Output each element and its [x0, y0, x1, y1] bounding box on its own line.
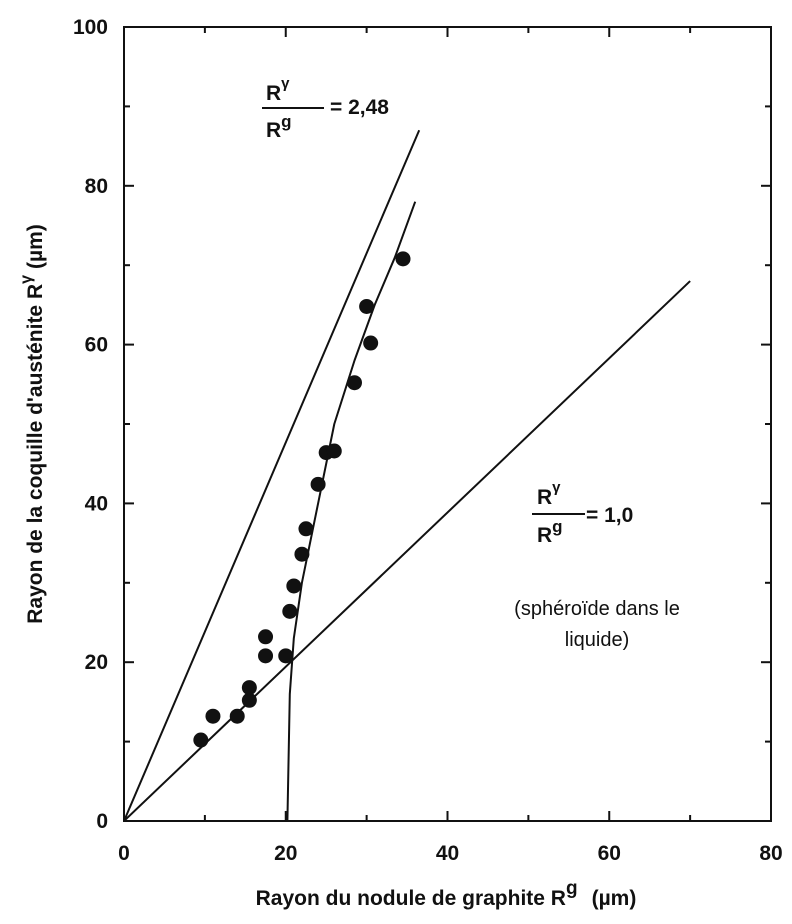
annotation-ratio-low: Rγ Rg = 1,0: [532, 479, 633, 547]
x-axis-label-text: Rayon du nodule de graphite R: [256, 887, 566, 910]
data-point: [282, 603, 298, 619]
reference-line-2: [123, 280, 691, 822]
annot-low-value: = 1,0: [586, 504, 633, 527]
x-axis-label-sup: g: [566, 878, 578, 899]
x-tick-label: 40: [436, 842, 459, 865]
annot-low-num-sup: γ: [552, 479, 561, 496]
data-point: [229, 708, 245, 724]
y-tick-label: 0: [96, 810, 108, 833]
annotation-ratio-high: Rγ Rg = 2,48: [262, 75, 389, 142]
y-axis-label-unit: (µm): [24, 224, 47, 269]
reference-lines: [123, 129, 691, 822]
note-line-2: liquide): [565, 629, 629, 651]
annot-high-num: R: [266, 82, 281, 105]
tick-labels: 0 20 40 60 80 0 20 40 60 80 100: [73, 16, 783, 865]
data-point: [346, 375, 362, 391]
annot-low-den: R: [537, 524, 552, 547]
x-tick-label: 60: [598, 842, 621, 865]
x-tick-label: 0: [118, 842, 130, 865]
data-point: [294, 546, 310, 562]
svg-text:Rg: Rg: [266, 112, 292, 142]
annot-low-num: R: [537, 486, 552, 509]
data-point: [363, 335, 379, 351]
fit-curve: [286, 201, 417, 822]
data-point: [258, 629, 274, 645]
data-point: [326, 443, 342, 459]
svg-text:Rγ: Rγ: [537, 479, 561, 509]
data-point: [310, 476, 326, 492]
data-points: [193, 251, 411, 748]
y-tick-label: 100: [73, 16, 108, 39]
x-tick-label: 20: [274, 842, 297, 865]
data-point: [286, 578, 302, 594]
x-axis-label: Rayon du nodule de graphite Rg (µm): [256, 878, 637, 910]
note-line-1: (sphéroïde dans le: [514, 598, 680, 620]
data-point: [395, 251, 411, 267]
y-tick-label: 20: [85, 651, 108, 674]
reference-line-1: [123, 129, 421, 822]
data-point: [205, 708, 221, 724]
data-point: [241, 692, 257, 708]
data-point: [359, 298, 375, 314]
annot-high-den-sup: g: [281, 112, 291, 131]
axis-ticks: [123, 26, 772, 822]
data-point: [278, 648, 294, 664]
annot-high-den: R: [266, 119, 281, 142]
data-point: [241, 680, 257, 696]
x-tick-label: 80: [759, 842, 782, 865]
y-axis-label: Rayon de la coquille d'austénite Rγ (µm): [18, 224, 47, 624]
data-point: [193, 732, 209, 748]
y-tick-label: 60: [85, 334, 108, 357]
data-point: [258, 648, 274, 664]
y-tick-label: 80: [85, 175, 108, 198]
svg-text:Rg: Rg: [537, 517, 563, 547]
svg-text:Rγ: Rγ: [266, 75, 290, 105]
annot-high-num-sup: γ: [281, 75, 290, 92]
x-axis-label-unit: (µm): [592, 887, 637, 910]
y-axis-label-text: Rayon de la coquille d'austénite R: [24, 284, 47, 624]
data-point: [298, 521, 314, 537]
y-axis-label-sup: γ: [18, 275, 35, 284]
annot-low-den-sup: g: [552, 517, 562, 536]
annot-high-value: = 2,48: [330, 96, 389, 119]
fit-curve-group: [286, 201, 417, 822]
plot-frame: [123, 26, 772, 822]
y-tick-label: 40: [85, 492, 108, 515]
